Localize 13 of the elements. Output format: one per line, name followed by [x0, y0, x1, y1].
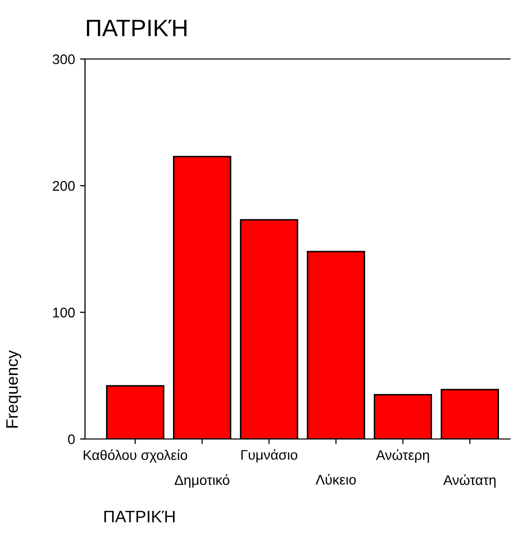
y-tick-label: 200	[52, 181, 75, 191]
x-tick-label: Ανώτερη	[376, 449, 429, 463]
x-tick-label: Γυμνάσιο	[241, 449, 298, 462]
x-tick-label: Δημοτικό	[174, 474, 230, 488]
x-axis-title: ΠΑΤΡΙΚΉ	[104, 510, 175, 522]
x-tick-label: Λύκειο	[316, 474, 356, 485]
chart-title: ΠΑΤΡΙΚΉ	[86, 20, 186, 36]
y-tick-label: 300	[52, 54, 75, 64]
x-tick-label: Καθόλου σχολείο	[84, 449, 188, 463]
x-tick-label: Ανώτατη	[443, 474, 496, 488]
y-tick-label: 0	[68, 434, 75, 444]
y-tick-label: 100	[53, 308, 75, 318]
y-axis-title: Frequency	[6, 350, 22, 428]
